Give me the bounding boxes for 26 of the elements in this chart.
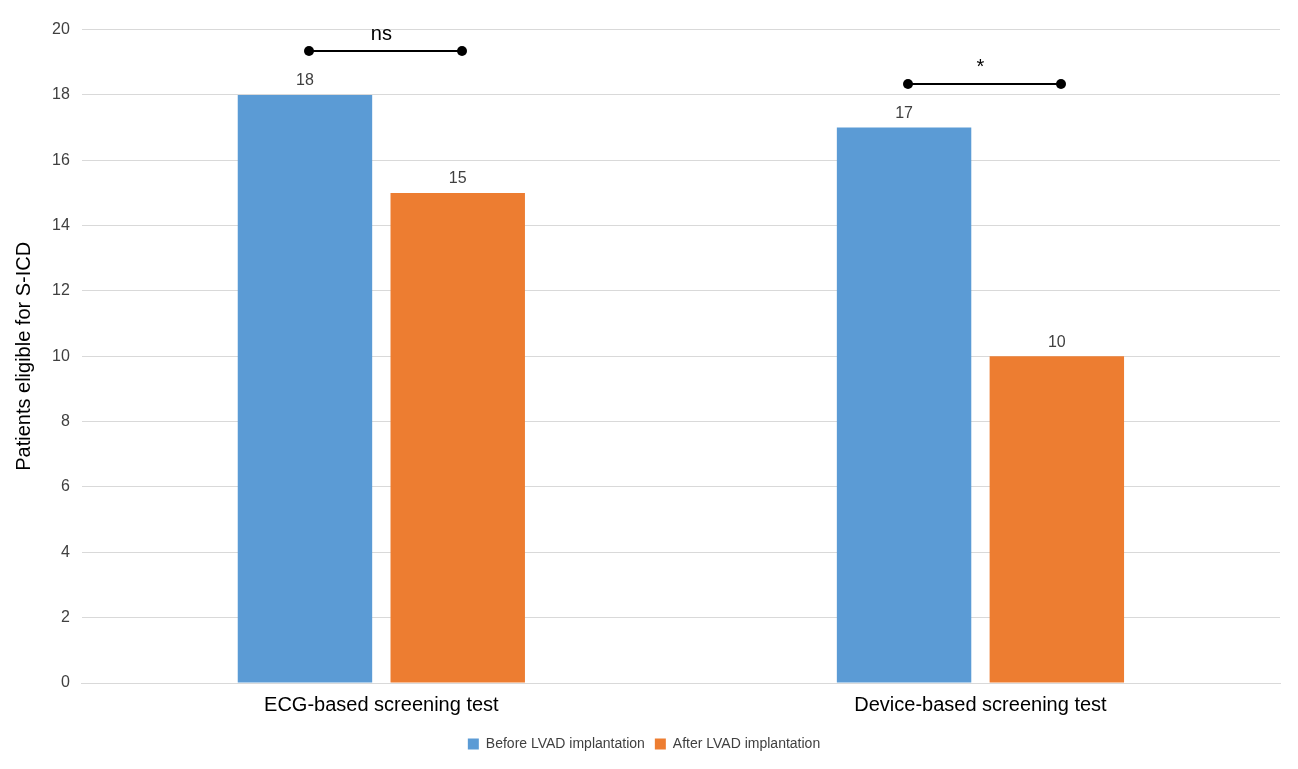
annotation: ns xyxy=(369,20,393,45)
bar xyxy=(989,356,1125,683)
y-tick-label: 18 xyxy=(52,85,70,103)
y-tick-label: 20 xyxy=(52,20,70,38)
y-axis-title: Patients eligible for S-ICD xyxy=(11,241,34,471)
y-tick-label: 14 xyxy=(52,216,70,234)
legend-label: Before LVAD implantation xyxy=(485,734,645,751)
y-tick-label: 0 xyxy=(60,673,70,691)
y-tick-label: 4 xyxy=(60,542,70,560)
data-label: 17 xyxy=(895,104,914,122)
data-label: 10 xyxy=(1047,332,1066,350)
data-label: 15 xyxy=(448,169,467,187)
bar xyxy=(836,127,972,683)
y-tick-label: 2 xyxy=(60,608,70,626)
y-tick-label: 12 xyxy=(52,281,70,299)
y-tick-label: 16 xyxy=(52,150,70,168)
bar xyxy=(237,94,373,683)
x-tick-label: Device-based screening test xyxy=(854,692,1108,715)
data-label: 18 xyxy=(296,71,314,89)
y-tick-label: 8 xyxy=(60,412,70,430)
bar xyxy=(390,192,525,683)
x-tick-label: ECG-based screening test xyxy=(264,692,500,715)
y-tick-label: 10 xyxy=(52,346,70,364)
y-tick-label: 6 xyxy=(60,477,70,495)
annotation: * xyxy=(975,53,986,78)
legend-label: After LVAD implantation xyxy=(672,734,821,751)
